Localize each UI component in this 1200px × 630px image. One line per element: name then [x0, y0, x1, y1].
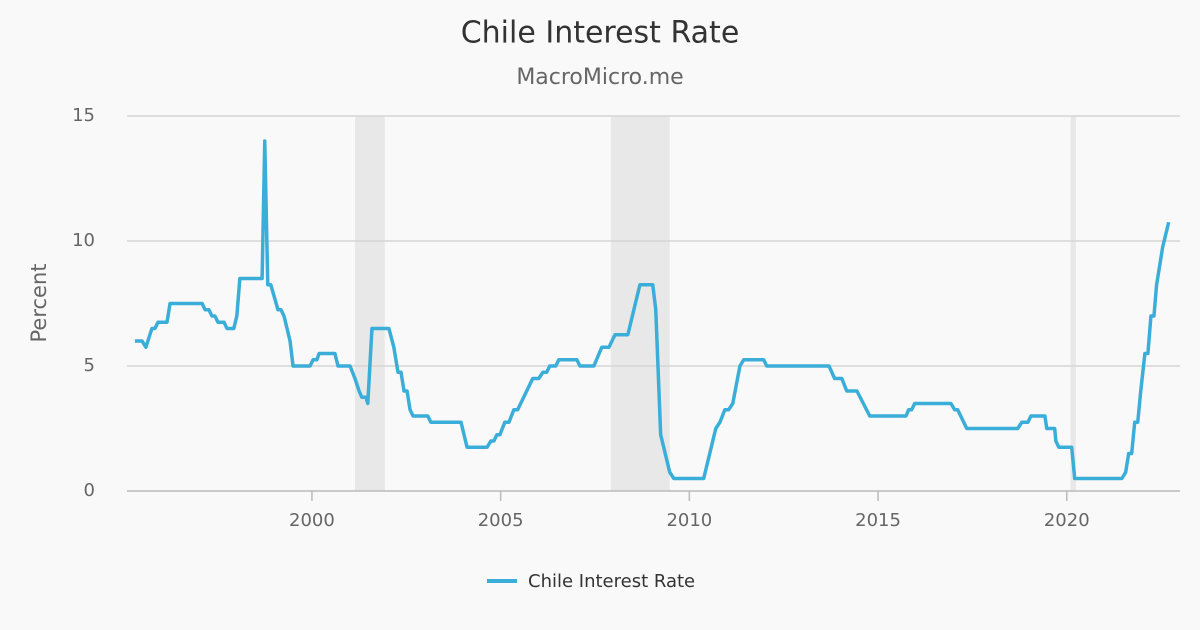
chart-title: Chile Interest Rate — [461, 16, 740, 51]
chart-subtitle: MacroMicro.me — [516, 65, 683, 90]
x-tick-label: 2000 — [289, 510, 335, 531]
y-tick-label: 10 — [72, 230, 95, 251]
y-tick-label: 15 — [72, 105, 95, 126]
shaded-range — [1070, 116, 1076, 491]
y-tick-label: 5 — [84, 355, 95, 376]
x-tick-label: 2020 — [1044, 510, 1090, 531]
x-tick-label: 2010 — [666, 510, 712, 531]
legend-label: Chile Interest Rate — [528, 571, 695, 592]
shaded-range — [354, 116, 385, 491]
x-tick-label: 2015 — [855, 510, 901, 531]
data-line — [134, 139, 1171, 481]
x-tick-label: 2005 — [478, 510, 524, 531]
y-axis-label: Percent — [27, 263, 51, 342]
y-tick-label: 0 — [84, 480, 95, 501]
